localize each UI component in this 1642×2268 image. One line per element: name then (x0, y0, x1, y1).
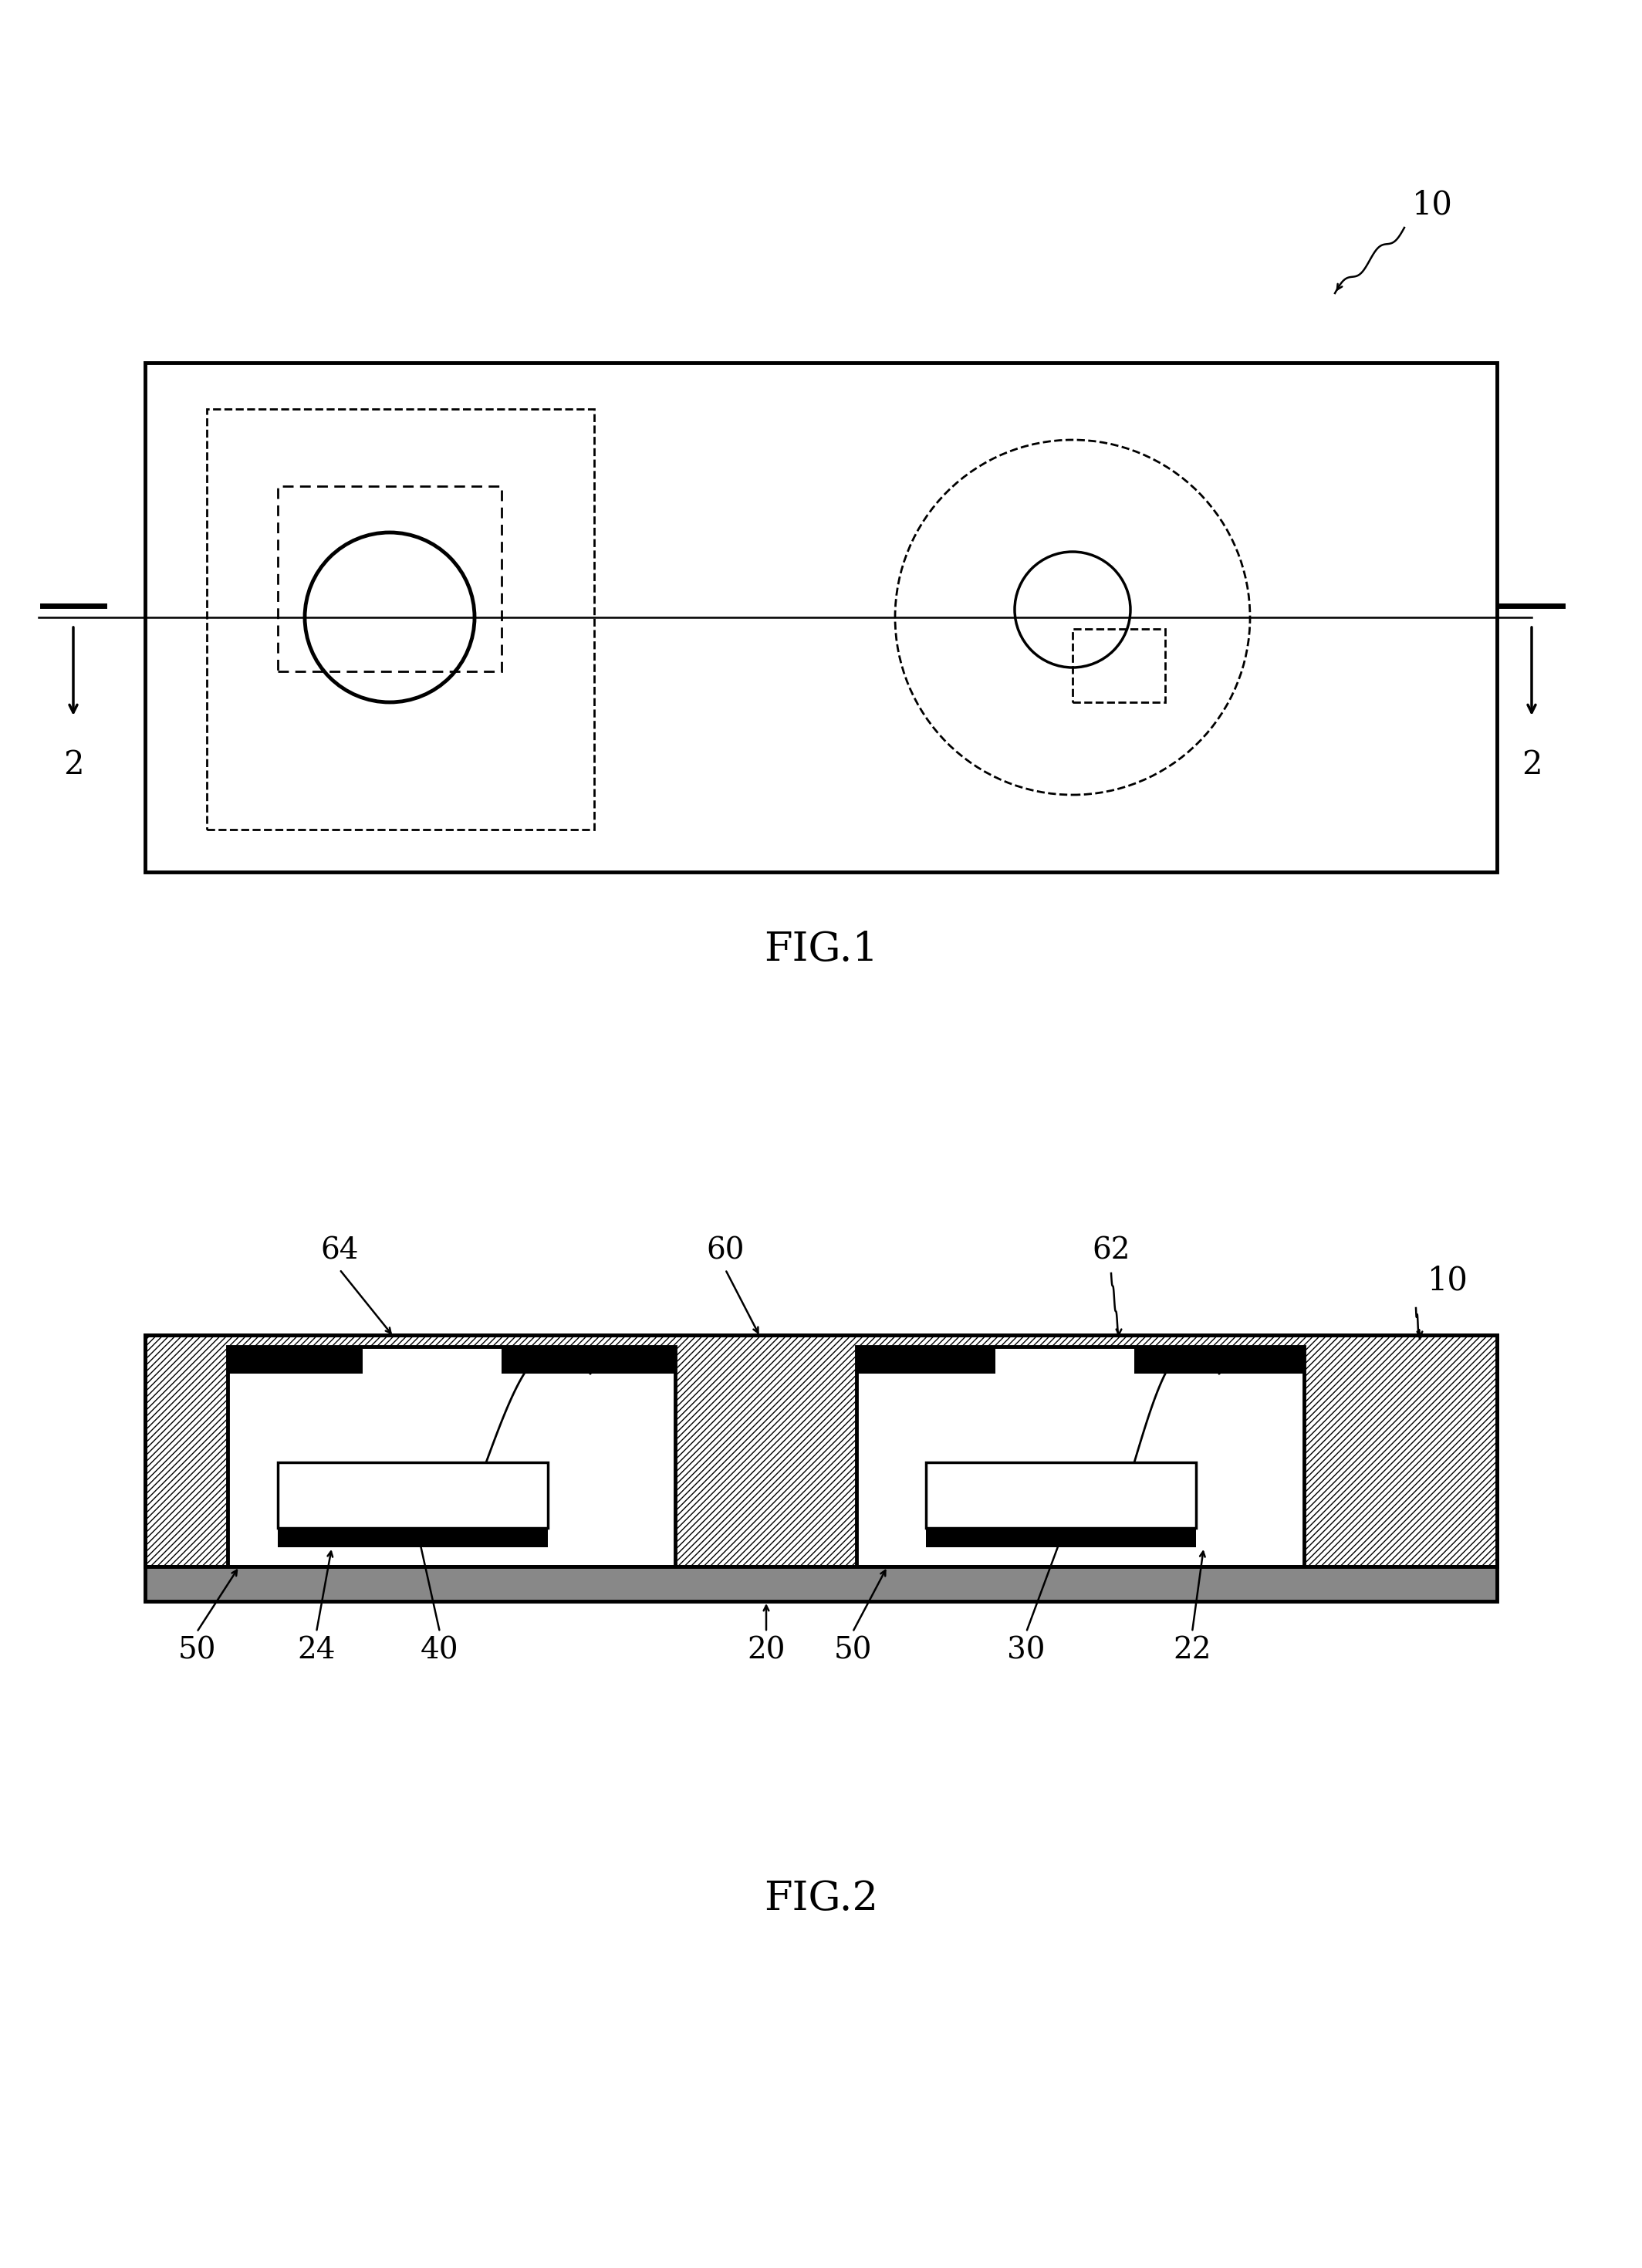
Text: 62: 62 (1092, 1236, 1130, 1266)
Text: 24: 24 (297, 1635, 335, 1665)
Text: 50: 50 (177, 1635, 215, 1665)
Text: 22: 22 (1172, 1635, 1212, 1665)
Text: FIG.1: FIG.1 (764, 930, 878, 968)
Bar (857, 1347, 995, 1374)
Text: 20: 20 (747, 1635, 785, 1665)
Bar (926, 1529, 1195, 1547)
Bar (228, 1347, 675, 1567)
Bar (144, 1336, 1498, 1567)
Text: 50: 50 (834, 1635, 872, 1665)
Text: 64: 64 (320, 1236, 358, 1266)
Bar (857, 1347, 1304, 1567)
Text: 30: 30 (1007, 1635, 1046, 1665)
Bar (144, 1336, 1498, 1567)
Bar (277, 1529, 548, 1547)
Text: 2: 2 (62, 748, 84, 780)
Bar (1072, 628, 1166, 703)
Bar (207, 408, 594, 830)
Bar (144, 1567, 1498, 1601)
Text: 10: 10 (1412, 188, 1453, 220)
Bar (501, 1347, 675, 1374)
Text: 60: 60 (706, 1236, 744, 1266)
Text: FIG.2: FIG.2 (764, 1878, 878, 1919)
Bar (228, 1347, 675, 1567)
Text: 40: 40 (420, 1635, 460, 1665)
Bar (277, 485, 501, 671)
Bar (1135, 1347, 1304, 1374)
Bar (857, 1347, 1304, 1567)
Bar (277, 1463, 548, 1529)
Text: 10: 10 (1427, 1266, 1468, 1297)
Bar (144, 363, 1498, 871)
Text: 2: 2 (1522, 748, 1542, 780)
Bar (857, 1347, 1304, 1567)
Bar (228, 1347, 675, 1567)
Bar (228, 1347, 363, 1374)
Bar (926, 1463, 1195, 1529)
